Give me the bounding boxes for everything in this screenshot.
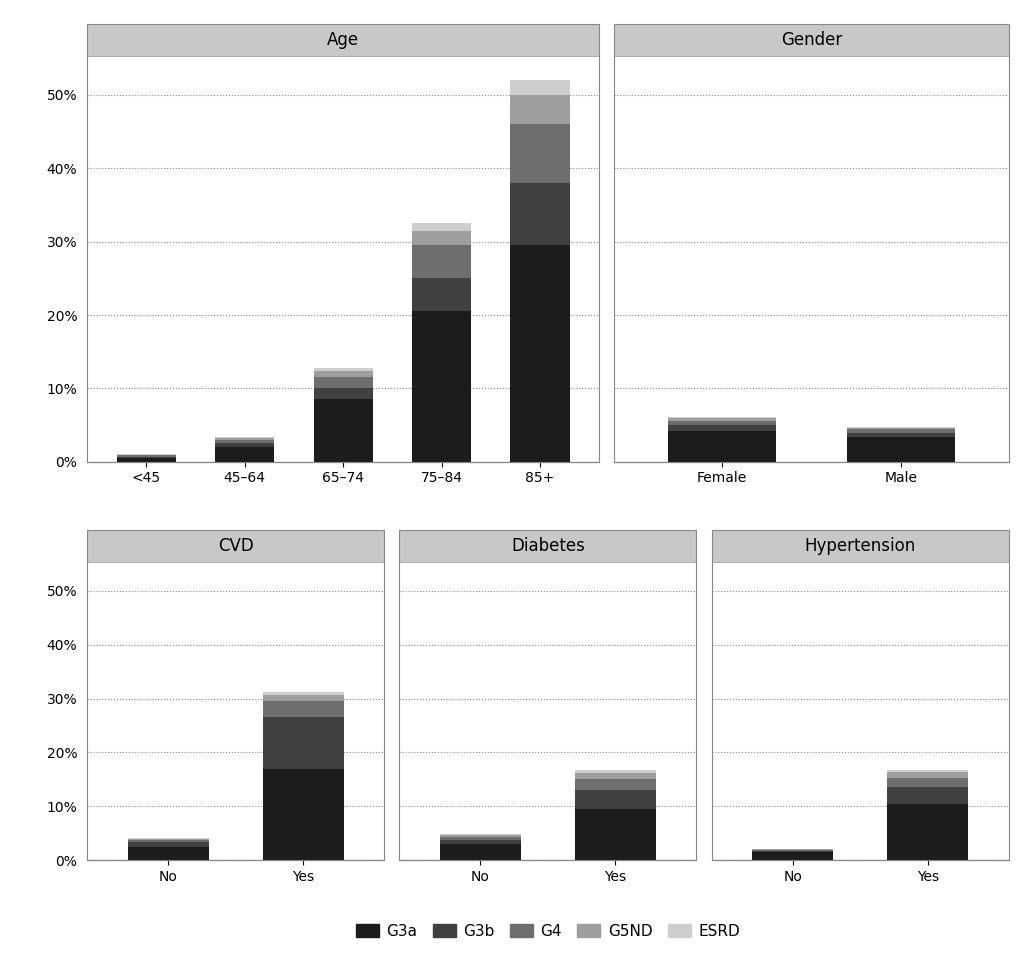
- Bar: [313, 367, 373, 371]
- Bar: [313, 399, 373, 462]
- Bar: [753, 850, 834, 852]
- Text: Age: Age: [327, 31, 359, 50]
- Bar: [510, 95, 569, 124]
- Bar: [574, 790, 655, 809]
- Bar: [753, 852, 834, 860]
- Bar: [440, 837, 521, 840]
- Text: Hypertension: Hypertension: [805, 537, 915, 555]
- Bar: [887, 804, 968, 860]
- Bar: [215, 447, 274, 462]
- Bar: [848, 437, 955, 462]
- Bar: [848, 428, 955, 430]
- Bar: [440, 840, 521, 844]
- Bar: [262, 701, 343, 717]
- Bar: [848, 430, 955, 434]
- Bar: [215, 440, 274, 443]
- Bar: [117, 458, 176, 462]
- Bar: [128, 847, 209, 860]
- Bar: [669, 425, 776, 431]
- Bar: [669, 418, 776, 421]
- Bar: [262, 692, 343, 695]
- Legend: G3a, G3b, G4, G5ND, ESRD: G3a, G3b, G4, G5ND, ESRD: [349, 918, 746, 945]
- Bar: [574, 773, 655, 780]
- Bar: [440, 835, 521, 837]
- Bar: [887, 773, 968, 778]
- Text: CVD: CVD: [218, 537, 253, 555]
- Bar: [887, 778, 968, 787]
- Bar: [262, 695, 343, 701]
- Bar: [669, 431, 776, 462]
- Bar: [215, 443, 274, 447]
- Bar: [215, 438, 274, 440]
- Bar: [117, 457, 176, 458]
- Bar: [412, 278, 471, 311]
- Bar: [128, 843, 209, 847]
- Text: Diabetes: Diabetes: [511, 537, 585, 555]
- Bar: [412, 230, 471, 245]
- Bar: [412, 311, 471, 462]
- Bar: [887, 787, 968, 804]
- Bar: [669, 417, 776, 418]
- Bar: [574, 770, 655, 773]
- Bar: [215, 436, 274, 438]
- Bar: [574, 809, 655, 860]
- Bar: [887, 770, 968, 773]
- Bar: [117, 456, 176, 457]
- Bar: [510, 183, 569, 245]
- Bar: [313, 377, 373, 389]
- Bar: [510, 245, 569, 462]
- Bar: [313, 371, 373, 377]
- Bar: [128, 839, 209, 840]
- Bar: [440, 844, 521, 860]
- Bar: [262, 717, 343, 769]
- Bar: [510, 124, 569, 183]
- Bar: [128, 840, 209, 843]
- Bar: [262, 769, 343, 860]
- Bar: [848, 434, 955, 437]
- Bar: [669, 421, 776, 425]
- Text: Gender: Gender: [781, 31, 842, 50]
- Bar: [313, 389, 373, 399]
- Bar: [510, 81, 569, 95]
- Bar: [412, 224, 471, 230]
- Bar: [412, 245, 471, 278]
- Bar: [574, 780, 655, 790]
